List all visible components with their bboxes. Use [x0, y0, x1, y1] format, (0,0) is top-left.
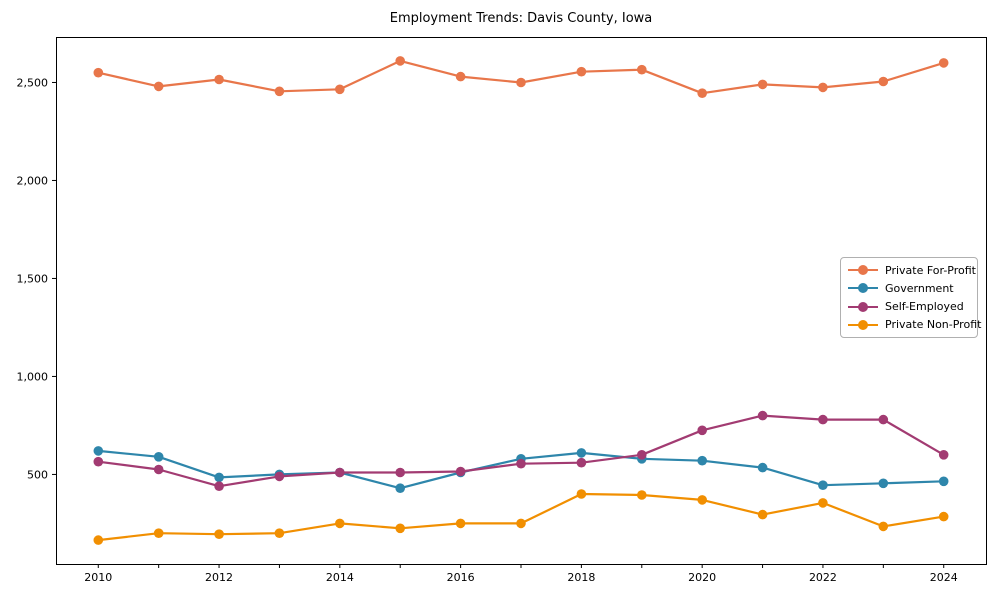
x-axis-labels: 2010 2012 2014 2016 2018 2020 2022 2024 [84, 571, 957, 584]
legend-label: Self-Employed [885, 300, 964, 314]
x-tick-label: 2014 [326, 571, 354, 584]
x-tick-label: 2012 [205, 571, 233, 584]
legend-line-dot-marker [848, 265, 878, 276]
x-tick-label: 2010 [84, 571, 112, 584]
series-self-employed [93, 410, 949, 492]
legend-item-private-for-profit: Private For-Profit [848, 261, 976, 279]
x-tick-label: 2018 [567, 571, 595, 584]
x-tick-label: 2022 [809, 571, 837, 584]
x-tick-label: 2020 [688, 571, 716, 584]
legend-label: Private Non-Profit [885, 318, 982, 332]
y-tick-label: 1,000 [17, 370, 49, 383]
legend-item-government: Government [848, 279, 970, 297]
x-tick-label: 2024 [930, 571, 958, 584]
series-private-for-profit [93, 56, 949, 98]
chart-title: Employment Trends: Davis County, Iowa [389, 11, 653, 26]
legend: Private For-Profit Government Self-Employe… [840, 257, 981, 338]
legend-label: Government [885, 281, 954, 295]
y-tick-label: 2,500 [17, 76, 49, 89]
y-tick-label: 500 [27, 468, 48, 481]
y-axis-ticks: 500 1,000 1,500 2,000 2,500 [17, 76, 56, 481]
legend-label: Private For-Profit [885, 263, 976, 277]
series-private-non-profit [93, 489, 949, 545]
legend-item-private-non-profit: Private Non-Profit [848, 316, 981, 334]
y-tick-label: 1,500 [17, 272, 49, 285]
y-tick-label: 2,000 [17, 174, 49, 187]
legend-line-dot-marker [848, 301, 878, 312]
legend-line-dot-marker [848, 283, 878, 294]
x-axis-ticks [97, 564, 945, 568]
legend-item-self-employed: Self-Employed [848, 298, 970, 316]
legend-line-dot-marker [848, 319, 878, 330]
x-tick-label: 2016 [447, 571, 475, 584]
